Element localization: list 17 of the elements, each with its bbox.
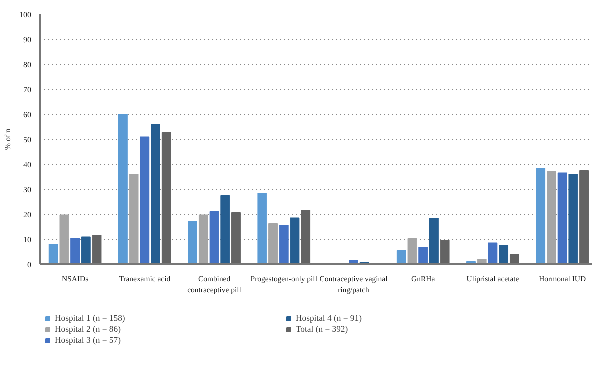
legend-label: Total (n = 392) (296, 324, 350, 334)
y-tick-label: 90 (24, 36, 32, 44)
y-tick-label: 100 (20, 10, 32, 20)
y-tick-label: 50 (24, 136, 32, 144)
y-tick-label: 40 (24, 160, 32, 170)
y-tick-label: 20 (24, 210, 32, 220)
legend-label: Hospital 1 (n = 158) (55, 313, 126, 323)
y-tick-label: 80 (24, 60, 32, 70)
legend-label: Hospital 4 (n = 91) (296, 313, 363, 323)
y-axis-title: % of n (4, 128, 12, 150)
y-tick-label: 0 (28, 260, 32, 270)
y-tick-label: 70 (24, 86, 32, 94)
y-tick-label: 10 (24, 236, 32, 244)
y-tick-label: 30 (24, 186, 32, 194)
y-tick-label: 60 (24, 110, 32, 120)
legend-label: Hospital 2 (n = 86) (55, 324, 122, 334)
legend-label: Hospital 3 (n = 57) (55, 335, 122, 345)
